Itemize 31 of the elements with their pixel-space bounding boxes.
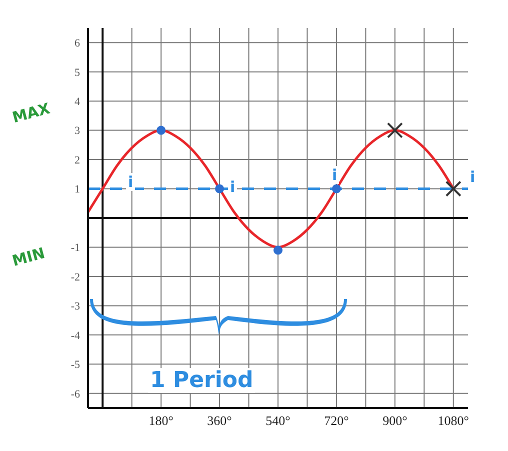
x-tick-label: 720° [324, 413, 349, 428]
annotation: i [330, 166, 340, 184]
y-tick-label: -6 [70, 388, 80, 400]
point [332, 184, 341, 194]
x-tick-label: 360° [207, 413, 232, 428]
text: MIN [8, 244, 49, 270]
y-tick-label: 3 [74, 125, 80, 138]
annotation: i [126, 173, 136, 191]
y-tick-label: -1 [70, 242, 80, 254]
point [273, 246, 283, 255]
y-tick-label: -3 [70, 300, 80, 313]
y-tick-label: 2 [74, 154, 80, 166]
annotation: 1 Period [148, 368, 256, 393]
point [386, 122, 403, 138]
text: MAX [8, 98, 54, 128]
y-tick-label: 1 [74, 184, 80, 196]
y-tick-label: 4 [74, 96, 80, 108]
y-tick-label: -4 [70, 330, 80, 342]
y-tick-label: -2 [70, 271, 80, 284]
y-tick-label: 6 [74, 38, 80, 50]
text: i [468, 168, 478, 186]
point [445, 180, 462, 197]
annotation: i [228, 178, 238, 196]
x-tick-label: 1080° [438, 413, 469, 428]
y-tick-label: -5 [70, 359, 80, 372]
x-tick-label: 540° [266, 413, 290, 428]
x-tick-label: 180° [148, 413, 174, 428]
y-tick-label: 5 [74, 66, 80, 79]
point [156, 126, 166, 135]
point [215, 184, 224, 194]
x-tick-label: 900° [382, 413, 408, 428]
